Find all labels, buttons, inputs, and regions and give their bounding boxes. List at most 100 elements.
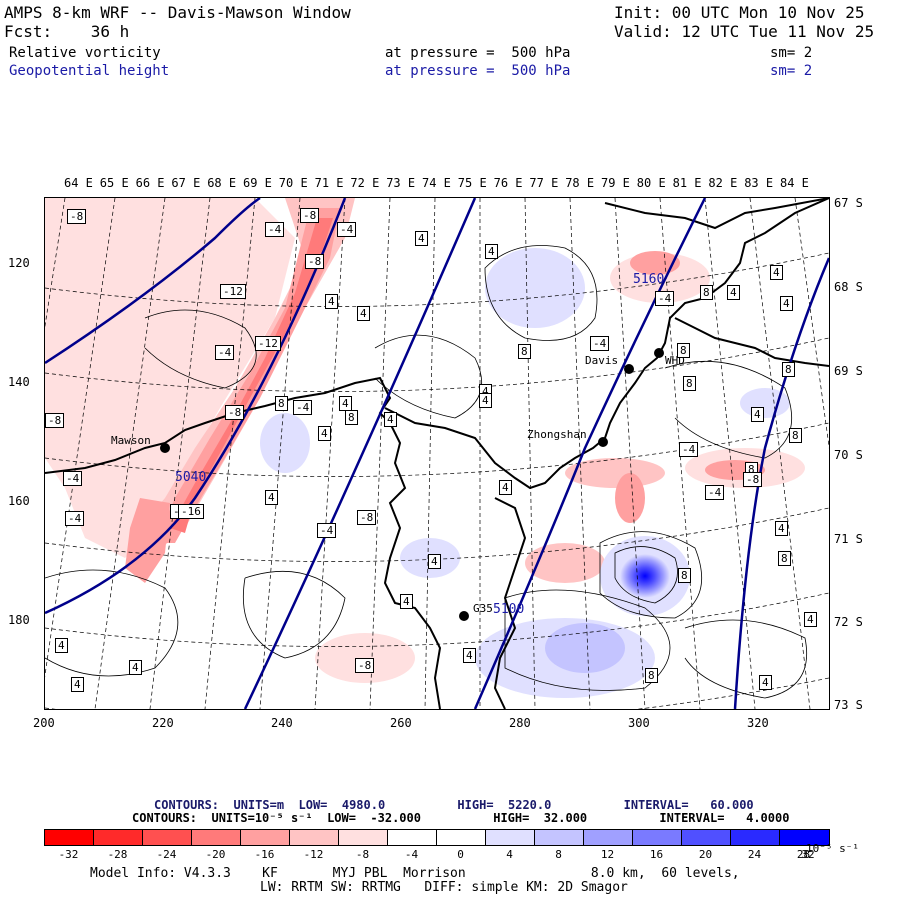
longitude-label: 69 E [243,176,272,190]
contour-value-box: 4 [727,285,740,300]
contour-value-box: -4 [590,336,610,351]
contour-value-box: 8 [782,362,795,377]
contour-value-box: -4 [705,485,725,500]
contour-value-box: 8 [683,376,696,391]
grid-label-x: 280 [509,716,531,730]
contour-value-box: 8 [518,344,531,359]
station-label-davis: Davis [585,354,619,367]
colorbar-tick-label: -20 [205,848,226,861]
longitude-label: 74 E [422,176,451,190]
colorbar-swatch [436,829,486,846]
contour-value-box: 4 [339,396,352,411]
colorbar-tick-label: -16 [254,848,275,861]
colorbar-tick-label: 20 [698,848,713,861]
contour-value-box: 8 [345,410,358,425]
model-info: Model Info: V4.3.3 KF MYJ PBL Morrison 8… [90,866,740,881]
colorbar-swatch [142,829,192,846]
map-panel[interactable]: Mawson Davis WHD Zhongshan G35 5160 5040… [44,197,830,710]
colorbar-swatch [289,829,339,846]
colorbar-swatch [632,829,682,846]
colorbar-swatch [485,829,535,846]
colorbar-tick-label: 12 [600,848,615,861]
contour-value-box: 4 [55,638,68,653]
contour-value-box: 4 [463,648,476,663]
colorbar-tick-label: -32 [58,848,79,861]
contour-value-box: 4 [357,306,370,321]
map-canvas [45,198,829,709]
station-marker-mawson [160,443,170,453]
longitude-label: 72 E [350,176,380,190]
grid-label-x: 300 [628,716,650,730]
contour-value-box: 4 [384,412,397,427]
contour-value-box: 4 [265,490,278,505]
station-marker-davis [624,364,634,374]
colorbar-swatch [730,829,780,846]
field1-level: at pressure = 500 hPa [385,45,571,61]
contour-value-box: -4 [293,400,313,415]
contour-value-box: -16 [178,504,204,519]
grid-label-x: 240 [271,716,293,730]
contour-value-box: 4 [325,294,338,309]
longitude-label: 65 E [99,176,129,190]
colorbar-tick-label: -28 [107,848,128,861]
colorbar-tick-label: -4 [404,848,419,861]
contour-value-box: 4 [479,393,492,408]
longitude-label: 73 E [386,176,416,190]
forecast-hour: Fcst: 36 h [4,22,130,41]
contour-value-box: 8 [700,285,713,300]
contour-value-box: 4 [485,244,498,259]
contour-value-box: -8 [743,472,763,487]
longitude-label: 78 E [565,176,595,190]
colorbar-swatch [779,829,830,846]
height-contour-info: CONTOURS: UNITS=m LOW= 4980.0 HIGH= 5220… [154,798,754,812]
valid-time: Valid: 12 UTC Tue 11 Nov 25 [614,22,875,41]
grid-label-y: 120 [8,256,30,270]
field2-smoothing: sm= 2 [770,63,813,79]
contour-value-box: 4 [71,677,84,692]
contour-value-box: 4 [129,660,142,675]
contour-value-box: -8 [300,208,320,223]
colorbar-tick-label: 16 [649,848,664,861]
colorbar-swatch [583,829,633,846]
longitude-label: 68 E [207,176,237,190]
field1-smoothing: sm= 2 [770,45,813,61]
contour-value-box: 8 [645,668,658,683]
latitude-label: 71 S [834,532,863,546]
colorbar-tick-label: -8 [355,848,370,861]
station-marker-g35 [459,611,469,621]
height-contours [45,198,829,709]
colorbar-tick-label: 8 [555,848,562,861]
latitude-label: 72 S [834,615,863,629]
height-label: 5040 [175,470,207,485]
height-label: 5100 [493,602,525,617]
longitude-label: 67 E [171,176,201,190]
contour-value-box: 4 [499,480,512,495]
contour-value-box: -12 [255,336,281,351]
model-title: AMPS 8-km WRF -- Davis-Mawson Window [4,3,351,22]
colorbar-tick-label: 4 [506,848,513,861]
contour-value-box: -8 [355,658,375,673]
contour-value-box: 4 [400,594,413,609]
colorbar-tick-label: 32 [801,848,815,861]
contour-value-box: 4 [775,521,788,536]
colorbar-tick-label: 24 [747,848,762,861]
contour-value-box: -8 [45,413,65,428]
latitude-label: 69 S [834,364,863,378]
colorbar-tick-label: -24 [156,848,177,861]
grid-label-x: 320 [747,716,769,730]
contour-value-box: 4 [318,426,331,441]
vorticity-contours [45,245,807,699]
contour-value-box: 8 [789,428,802,443]
colorbar-swatch [387,829,437,846]
field1-name: Relative vorticity [9,45,161,61]
grid-label-y: 160 [8,494,30,508]
longitude-label: 82 E [708,176,738,190]
grid-label-y: 140 [8,375,30,389]
colorbar-swatch [240,829,290,846]
contour-value-box: 8 [778,551,791,566]
longitude-label: 75 E [457,176,487,190]
contour-value-box: -4 [655,291,675,306]
contour-value-box: -4 [679,442,699,457]
longitude-label: 77 E [529,176,559,190]
longitude-label: 70 E [278,176,308,190]
